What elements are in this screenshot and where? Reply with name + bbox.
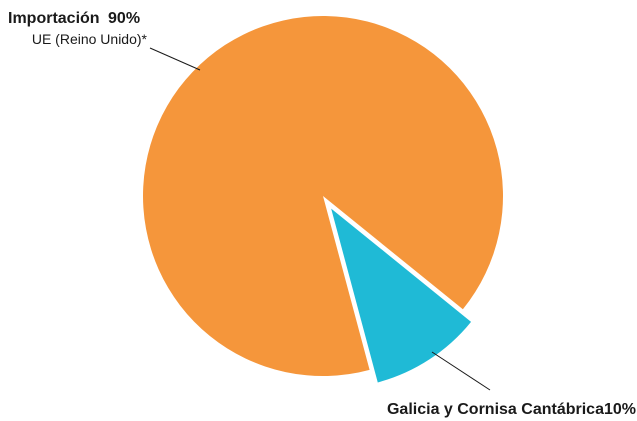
- slice-sublabel-importacion: UE (Reino Unido)*: [32, 31, 148, 47]
- pie-slice-galicia: [331, 208, 472, 383]
- slice-label-importacion: Importación 90%: [8, 10, 140, 27]
- slice-label-galicia-name: Galicia y Cornisa Cantábrica: [387, 401, 604, 418]
- slice-label-importacion-name: Importación: [8, 10, 100, 27]
- leader-line-galicia: [431, 351, 491, 391]
- slice-label-galicia: Galicia y Cornisa Cantábrica10%: [387, 401, 636, 418]
- slice-label-galicia-value: 10%: [604, 401, 636, 418]
- leader-line-importacion: [149, 47, 201, 71]
- pie-slice-importacion: [143, 16, 504, 377]
- slice-label-importacion-value: 90%: [108, 10, 140, 27]
